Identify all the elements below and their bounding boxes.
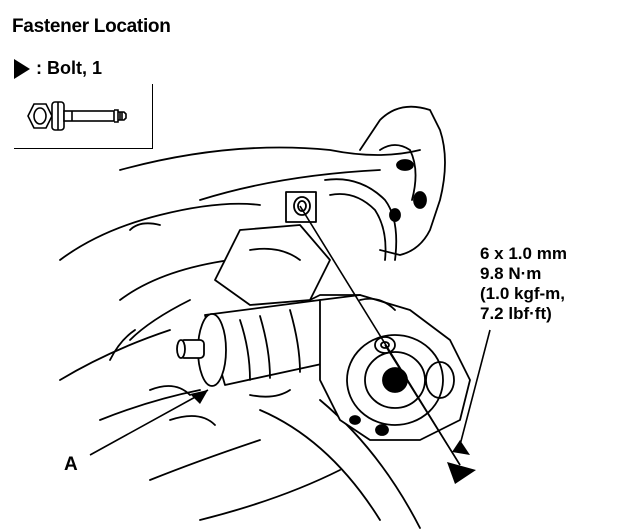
bolt-icon bbox=[27, 101, 127, 131]
torque-spec: 6 x 1.0 mm 9.8 N·m (1.0 kgf-m, 7.2 lbf·f… bbox=[480, 244, 567, 324]
fastener-legend: : Bolt, 1 bbox=[14, 58, 102, 79]
spec-line-size: 6 x 1.0 mm bbox=[480, 244, 567, 263]
spec-line-nm: 9.8 N·m bbox=[480, 264, 542, 283]
callout-a-label: A bbox=[64, 454, 78, 475]
legend-label: : Bolt, 1 bbox=[36, 58, 102, 78]
spec-leader-line bbox=[459, 329, 491, 446]
mounting-bracket bbox=[359, 105, 446, 256]
spec-line-lbfft: 7.2 lbf·ft) bbox=[480, 304, 552, 323]
legend-bolt-frame bbox=[14, 84, 153, 149]
bolt-location-marker bbox=[447, 462, 476, 484]
motor-bolt-hole bbox=[374, 336, 396, 354]
callout-a-leader-line bbox=[89, 389, 209, 456]
spec-line-kgfm: (1.0 kgf-m, bbox=[480, 284, 566, 303]
body-contour-line bbox=[119, 146, 421, 171]
triangle-marker-icon bbox=[14, 58, 30, 79]
page-title: Fastener Location bbox=[12, 16, 171, 37]
